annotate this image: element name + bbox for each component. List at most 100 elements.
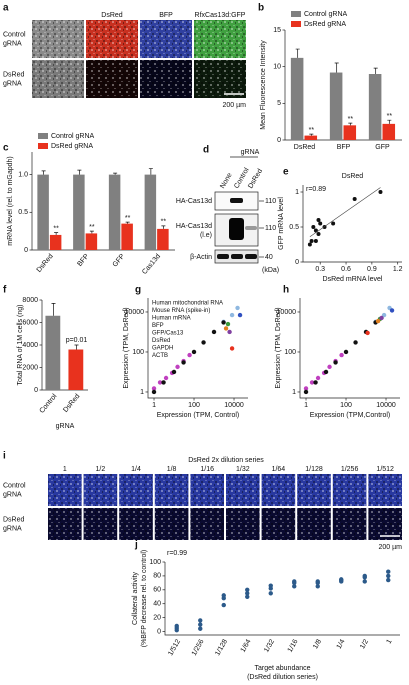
micrograph-texture [32, 20, 84, 58]
point [309, 239, 314, 243]
point [225, 321, 231, 327]
x-tick-label: DsRed [62, 393, 81, 414]
error-bar [41, 170, 46, 175]
x-axis-label: Expression (TPM,Control) [310, 412, 391, 419]
micrograph-texture [297, 474, 331, 506]
y-tick-label: 10000 [277, 309, 297, 316]
column-label: RfxCas13d:GFP [195, 12, 246, 19]
band-name: HA-Cas13d [176, 198, 212, 205]
column-label: 1/16 [200, 466, 214, 473]
legend-label: BFP [152, 323, 164, 329]
micrograph-texture [194, 60, 246, 98]
row-label: gRNA [3, 40, 22, 47]
micrograph-texture [261, 508, 296, 540]
x-tick-label: 1 [386, 638, 394, 645]
panel-label: c [3, 143, 9, 154]
point [181, 360, 186, 365]
micrograph-texture [32, 60, 84, 98]
point [198, 626, 203, 631]
error-bar [113, 172, 118, 175]
y-tick-label: 20 [153, 614, 161, 621]
point [316, 218, 321, 222]
error-bar [125, 221, 130, 224]
column-label: 1/8 [167, 466, 177, 473]
column-label: 1/2 [96, 466, 106, 473]
bar [37, 174, 49, 250]
legend-label: Human mitochondrial RNA [152, 301, 223, 307]
bar [343, 125, 357, 140]
marker-label: 110 [265, 198, 276, 205]
x-tick-label: 1/32 [263, 638, 276, 653]
x-tick-label: 1 [304, 402, 308, 409]
column-label: 1/256 [341, 466, 359, 473]
micrograph-texture [297, 508, 331, 540]
y-tick-label: 6000 [22, 319, 38, 326]
x-tick-label: 0.3 [315, 266, 325, 273]
point [292, 579, 297, 584]
legend-swatch [291, 11, 301, 17]
point [339, 352, 344, 358]
point [311, 225, 316, 229]
point [315, 375, 321, 381]
y-axis-label: Expression (TPM, DsRed) [275, 307, 282, 388]
point [303, 386, 309, 391]
legend-swatch [38, 143, 48, 149]
x-tick-label: 1/16 [287, 638, 300, 653]
micrograph-texture [332, 508, 367, 540]
micrograph-texture [86, 60, 138, 98]
marker-label: 40 [265, 254, 273, 261]
point [237, 312, 243, 318]
row-label: Control [3, 31, 26, 38]
y-axis-label: GFP mRNA level [278, 197, 285, 250]
micrograph-texture [226, 508, 260, 540]
bar [329, 72, 343, 140]
point [386, 577, 391, 583]
point [229, 346, 235, 351]
point [211, 329, 217, 335]
panel-label: f [3, 285, 7, 296]
micrograph-texture [368, 508, 402, 540]
point [221, 602, 226, 608]
trendline [309, 187, 381, 238]
micrograph-texture [83, 474, 118, 506]
panel-label: h [283, 285, 289, 296]
point [386, 573, 391, 579]
row-label: gRNA [3, 491, 22, 498]
blot-header: gRNA [241, 149, 260, 156]
y-tick-label: 100 [149, 559, 161, 566]
y-tick-label: 0 [277, 137, 281, 144]
point [151, 389, 157, 395]
point [379, 315, 384, 321]
bar [68, 349, 84, 390]
significance: ** [89, 224, 95, 231]
x-tick-label: Cas13d [141, 253, 162, 276]
y-tick-label: 1 [295, 189, 299, 196]
micrograph-texture [190, 474, 224, 506]
column-label: 1 [63, 466, 67, 473]
y-tick-label: 1 [292, 389, 296, 396]
x-tick-label: 1/512 [167, 638, 182, 657]
point [198, 622, 203, 627]
bar [382, 123, 396, 140]
legend-swatch [38, 133, 48, 139]
micrograph-texture [226, 474, 260, 506]
point [163, 375, 169, 381]
column-label: 1/4 [131, 466, 141, 473]
error-bar [74, 344, 79, 350]
y-tick-label: 0 [34, 387, 38, 394]
point [333, 360, 338, 365]
x-tick-label: 1/128 [214, 638, 229, 657]
micrograph-texture [154, 508, 189, 540]
y-axis-label: mRNA level (rel. to mGapdh) [7, 156, 14, 245]
x-tick-label: 100 [340, 402, 352, 409]
point [198, 618, 203, 623]
y-tick-label: 100 [284, 349, 296, 356]
bar [157, 228, 169, 250]
point [235, 305, 240, 311]
bar [121, 223, 133, 250]
point [315, 584, 320, 589]
significance: ** [125, 215, 131, 222]
error-bar [334, 62, 339, 73]
panel-label: b [258, 3, 264, 14]
